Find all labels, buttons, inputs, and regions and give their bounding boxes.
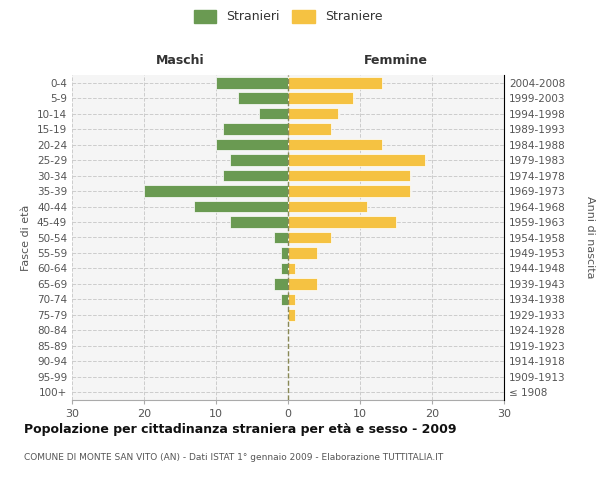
Bar [238, 92, 288, 104]
Text: Popolazione per cittadinanza straniera per età e sesso - 2009: Popolazione per cittadinanza straniera p… [24, 422, 457, 436]
Bar [223, 170, 288, 181]
Bar [288, 200, 367, 212]
Bar [288, 232, 331, 243]
Bar [274, 232, 288, 243]
Bar [230, 216, 288, 228]
Bar [288, 278, 317, 289]
Bar [288, 247, 317, 259]
Bar [194, 200, 288, 212]
Bar [281, 262, 288, 274]
Bar [288, 186, 410, 197]
Bar [288, 154, 425, 166]
Bar [288, 139, 382, 150]
Text: Femmine: Femmine [364, 54, 428, 68]
Text: Maschi: Maschi [155, 54, 205, 68]
Bar [223, 124, 288, 135]
Bar [288, 294, 295, 305]
Bar [288, 77, 382, 88]
Bar [259, 108, 288, 120]
Bar [216, 77, 288, 88]
Legend: Stranieri, Straniere: Stranieri, Straniere [194, 10, 382, 24]
Y-axis label: Anni di nascita: Anni di nascita [585, 196, 595, 279]
Bar [288, 124, 331, 135]
Bar [288, 92, 353, 104]
Bar [288, 216, 396, 228]
Text: COMUNE DI MONTE SAN VITO (AN) - Dati ISTAT 1° gennaio 2009 - Elaborazione TUTTIT: COMUNE DI MONTE SAN VITO (AN) - Dati IST… [24, 452, 443, 462]
Y-axis label: Fasce di età: Fasce di età [22, 204, 31, 270]
Bar [144, 186, 288, 197]
Bar [281, 294, 288, 305]
Bar [288, 170, 410, 181]
Bar [288, 262, 295, 274]
Bar [274, 278, 288, 289]
Bar [288, 309, 295, 320]
Bar [230, 154, 288, 166]
Bar [288, 108, 338, 120]
Bar [216, 139, 288, 150]
Bar [281, 247, 288, 259]
